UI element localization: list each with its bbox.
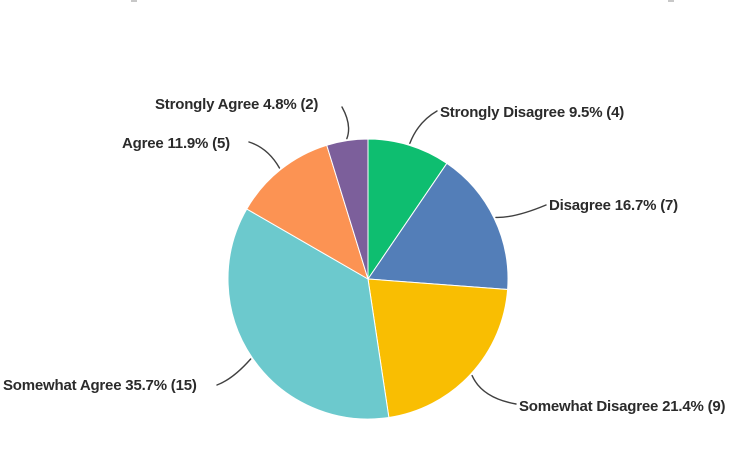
leader-line-strongly-agree <box>341 106 350 140</box>
leader-line-agree <box>248 141 281 169</box>
pie-slice-somewhat-agree <box>227 208 390 420</box>
leader-line-strongly-disagree <box>409 110 438 145</box>
pie-slice-agree <box>246 144 369 281</box>
pie-slice-somewhat-disagree <box>367 278 509 419</box>
pie-slice-disagree <box>367 162 509 290</box>
leader-line-disagree <box>495 204 547 219</box>
leader-line-somewhat-disagree <box>471 374 517 405</box>
pie-slice-strongly-disagree <box>367 138 448 281</box>
leader-line-somewhat-agree <box>216 358 252 386</box>
slice-label-agree: Agree 11.9% (5) <box>122 135 230 152</box>
slice-label-somewhat-disagree: Somewhat Disagree 21.4% (9) <box>519 398 726 415</box>
slice-label-disagree: Disagree 16.7% (7) <box>549 197 678 214</box>
slice-label-strongly-disagree: Strongly Disagree 9.5% (4) <box>440 104 625 121</box>
cropped-text-fragment <box>668 0 674 2</box>
slice-label-strongly-agree: Strongly Agree 4.8% (2) <box>155 96 319 113</box>
slice-label-somewhat-agree: Somewhat Agree 35.7% (15) <box>3 377 197 394</box>
pie-slice-strongly-agree <box>326 138 369 280</box>
cropped-text-fragment <box>131 0 137 2</box>
